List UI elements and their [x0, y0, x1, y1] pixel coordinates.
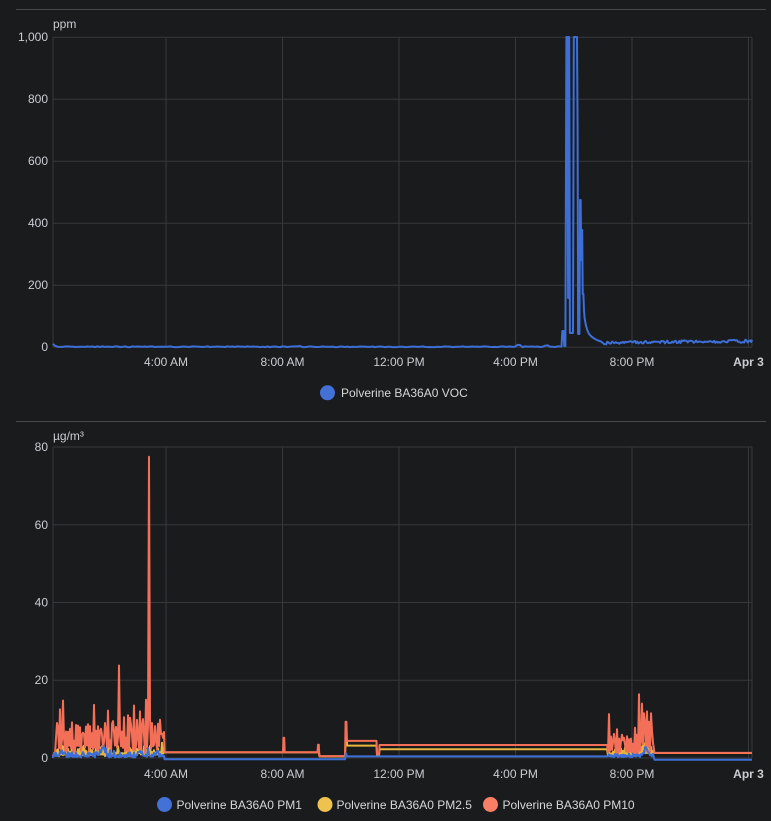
svg-text:Apr 3: Apr 3 — [733, 355, 764, 369]
svg-text:4:00 AM: 4:00 AM — [144, 355, 188, 369]
svg-text:8:00 AM: 8:00 AM — [260, 767, 304, 781]
svg-text:60: 60 — [35, 518, 49, 532]
svg-text:600: 600 — [28, 154, 48, 168]
svg-text:20: 20 — [35, 673, 49, 687]
svg-text:Apr 3: Apr 3 — [733, 767, 764, 781]
svg-text:Polverine BA36A0 PM2.5: Polverine BA36A0 PM2.5 — [337, 798, 473, 812]
svg-text:Polverine BA36A0 PM10: Polverine BA36A0 PM10 — [503, 798, 635, 812]
svg-text:µg/m³: µg/m³ — [53, 429, 84, 443]
svg-text:1,000: 1,000 — [18, 30, 48, 44]
svg-text:8:00 PM: 8:00 PM — [610, 767, 655, 781]
svg-text:0: 0 — [41, 340, 48, 354]
svg-text:Polverine BA36A0 PM1: Polverine BA36A0 PM1 — [177, 798, 303, 812]
svg-text:8:00 PM: 8:00 PM — [610, 355, 655, 369]
svg-text:12:00 PM: 12:00 PM — [373, 355, 424, 369]
svg-text:40: 40 — [35, 596, 49, 610]
svg-text:8:00 AM: 8:00 AM — [260, 355, 304, 369]
svg-text:12:00 PM: 12:00 PM — [373, 767, 424, 781]
svg-text:0: 0 — [41, 751, 48, 765]
svg-text:Polverine BA36A0 VOC: Polverine BA36A0 VOC — [341, 386, 468, 400]
svg-text:400: 400 — [28, 216, 48, 230]
svg-text:200: 200 — [28, 278, 48, 292]
svg-text:ppm: ppm — [53, 17, 76, 31]
svg-text:4:00 PM: 4:00 PM — [493, 355, 538, 369]
svg-text:4:00 AM: 4:00 AM — [144, 767, 188, 781]
svg-text:4:00 PM: 4:00 PM — [493, 767, 538, 781]
svg-text:80: 80 — [35, 440, 49, 454]
svg-text:800: 800 — [28, 92, 48, 106]
